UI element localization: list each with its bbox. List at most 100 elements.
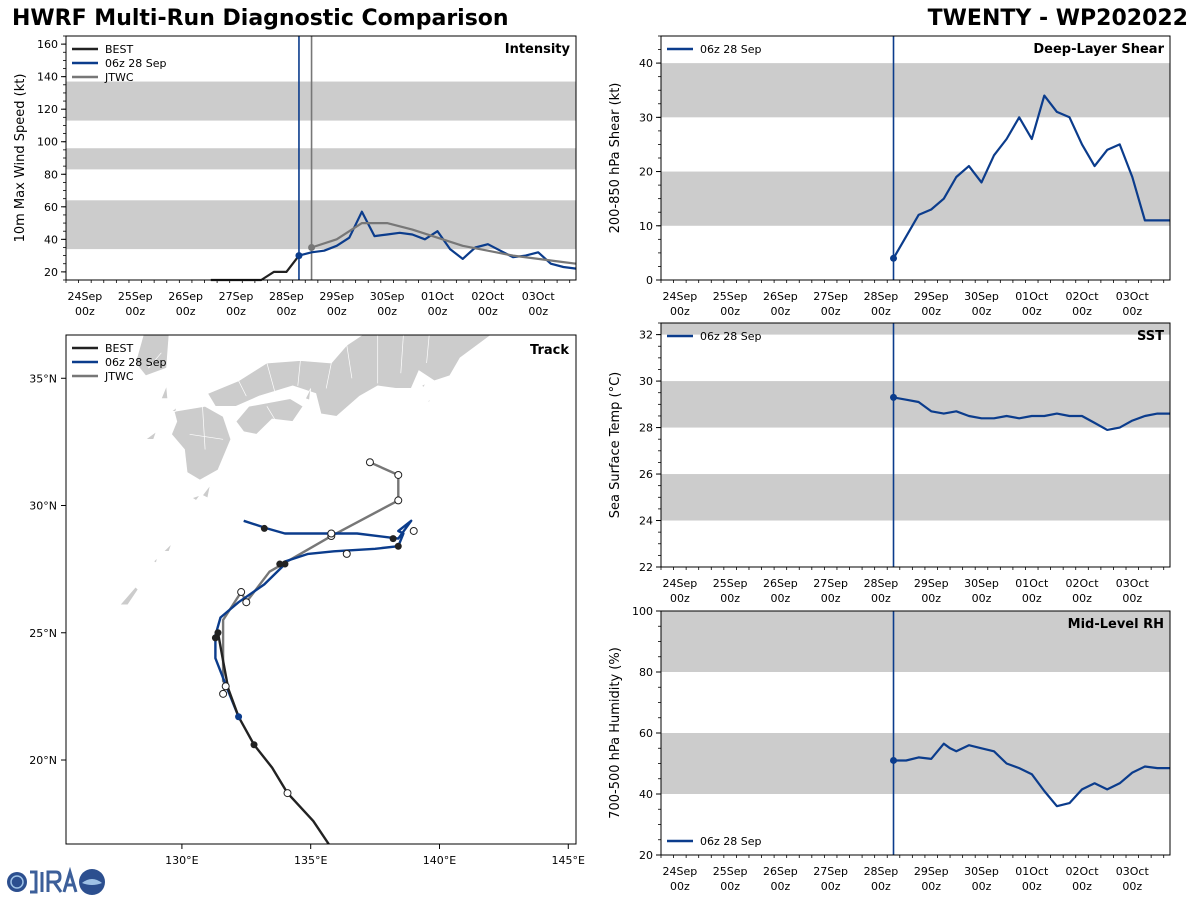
y-tick-label: 40	[639, 788, 653, 801]
x-tick-label-day: 24Sep	[68, 290, 103, 303]
track-point-jtwc	[394, 496, 403, 505]
x-tick-label-hour: 00z	[871, 880, 891, 893]
x-tick-label-hour: 00z	[921, 592, 941, 605]
x-tick-label-hour: 00z	[1072, 880, 1092, 893]
track-point-run	[276, 560, 284, 568]
x-tick-label-day: 25Sep	[713, 577, 748, 590]
x-tick-label-hour: 00z	[377, 305, 397, 318]
x-tick-label-day: 02Oct	[1066, 865, 1100, 878]
legend: 06z 28 Sep	[667, 835, 762, 848]
page-title: HWRF Multi-Run Diagnostic Comparison	[12, 6, 509, 31]
border-line	[325, 362, 332, 389]
x-tick-label-hour: 00z	[771, 880, 791, 893]
x-tick-label-hour: 00z	[528, 305, 548, 318]
shaded-band	[66, 81, 576, 121]
globe-icon	[7, 872, 27, 892]
x-tick-label: 140°E	[423, 854, 456, 867]
x-tick-label-hour: 00z	[1072, 305, 1092, 318]
x-tick-label-hour: 00z	[871, 592, 891, 605]
x-tick-label-day: 24Sep	[662, 865, 697, 878]
legend-label-run: 06z 28 Sep	[105, 356, 167, 369]
init-point	[890, 393, 898, 401]
track-point-best	[250, 741, 258, 749]
x-tick-label-day: 03Oct	[1116, 865, 1150, 878]
x-tick-label-hour: 00z	[972, 880, 992, 893]
y-tick-label: 35°N	[29, 372, 57, 385]
legend-label-run: 06z 28 Sep	[700, 330, 762, 343]
y-tick-label: 28	[639, 422, 653, 435]
legend: 06z 28 Sep	[667, 330, 762, 343]
track-point-run	[389, 535, 397, 543]
track-point-jtwc	[219, 689, 228, 698]
x-tick-label-hour: 00z	[670, 305, 690, 318]
x-tick-label-hour: 00z	[921, 880, 941, 893]
border-line	[202, 406, 206, 450]
shaded-band	[661, 381, 1170, 428]
x-tick-label-hour: 00z	[1122, 305, 1142, 318]
shear-chart: 0 10 20 30 40 24Sep 00z 25Sep 00z 26Sep 00z 27Sep 00…	[608, 35, 1171, 318]
y-tick-label: 24	[639, 515, 653, 528]
panel-title: Intensity	[505, 42, 571, 57]
land-polygon	[170, 406, 178, 412]
init-point	[890, 254, 898, 262]
track-point-jtwc	[221, 682, 230, 691]
x-tick-label: 135°E	[294, 854, 327, 867]
y-tick-label: 20°N	[29, 754, 57, 767]
shaded-band	[661, 611, 1170, 672]
shaded-band	[661, 171, 1170, 226]
x-tick-label-hour: 00z	[1022, 592, 1042, 605]
jtwc-init-point	[308, 243, 316, 251]
x-tick-label-day: 25Sep	[713, 290, 748, 303]
y-tick-label: 0	[646, 274, 653, 287]
x-tick-label-day: 27Sep	[813, 290, 848, 303]
y-tick-label: 100	[632, 605, 653, 618]
x-tick-label-hour: 00z	[1122, 880, 1142, 893]
x-tick-label-day: 25Sep	[713, 865, 748, 878]
land-polygon	[191, 494, 201, 501]
y-tick-label: 160	[37, 38, 58, 51]
border-line	[297, 360, 301, 386]
x-tick-label-day: 26Sep	[763, 865, 798, 878]
land-polygon	[160, 385, 169, 399]
y-tick-label: 20	[639, 166, 653, 179]
track-point-jtwc	[394, 470, 403, 479]
x-tick-label: 130°E	[165, 854, 198, 867]
x-tick-label-day: 27Sep	[813, 577, 848, 590]
x-tick-label-day: 28Sep	[864, 577, 899, 590]
legend-label-best: BEST	[105, 342, 133, 355]
x-tick-label-day: 26Sep	[168, 290, 203, 303]
border-line	[238, 380, 247, 397]
shaded-band	[66, 148, 576, 170]
land-polygon	[163, 543, 172, 552]
land-polygon	[144, 430, 157, 440]
y-tick-label: 22	[639, 561, 653, 574]
shaded-band	[661, 474, 1170, 521]
legend: 06z 28 Sep	[667, 43, 762, 56]
x-tick-label-day: 03Oct	[1116, 290, 1150, 303]
land-polygon	[201, 484, 211, 499]
x-tick-label-day: 03Oct	[522, 290, 556, 303]
y-tick-label: 20	[639, 849, 653, 862]
rh-chart: 20 40 60 80 100 24Sep 00z 25Sep 00z 26Sep 00z 27Sep…	[608, 605, 1171, 893]
border-line	[148, 352, 162, 369]
x-tick-label-hour: 00z	[670, 880, 690, 893]
x-tick-label-hour: 00z	[871, 305, 891, 318]
legend-label-jtwc: JTWC	[104, 370, 134, 383]
y-tick-label: 20	[44, 266, 58, 279]
land-polygon	[235, 398, 304, 435]
track-line-jtwc	[221, 461, 400, 695]
y-tick-label: 120	[37, 103, 58, 116]
x-tick-label-day: 01Oct	[1015, 577, 1049, 590]
x-tick-label-hour: 00z	[821, 880, 841, 893]
series-line-run	[893, 396, 1170, 431]
track-point-jtwc	[409, 526, 418, 535]
series-line-best	[210, 254, 300, 282]
storm-name: TWENTY - WP202022	[927, 6, 1188, 31]
y-tick-label: 60	[639, 727, 653, 740]
shaded-band	[661, 733, 1170, 794]
legend-label-run: 06z 28 Sep	[700, 835, 762, 848]
land-polygon	[119, 586, 139, 606]
track-line-run	[214, 519, 413, 718]
